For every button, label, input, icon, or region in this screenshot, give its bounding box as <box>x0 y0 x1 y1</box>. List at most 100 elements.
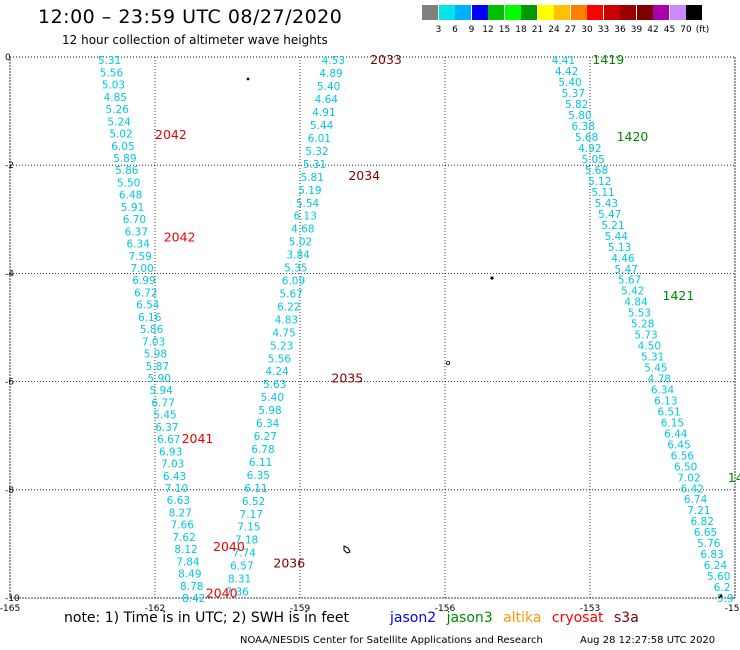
wave-height-value: 5.35 <box>284 263 307 275</box>
wave-height-value: 6.22 <box>277 301 300 313</box>
wave-height-value: 3.84 <box>286 250 310 262</box>
wave-height-value: 8.78 <box>180 581 203 593</box>
wave-height-value: 5.03 <box>102 80 125 92</box>
wave-height-value: 5.02 <box>109 129 132 141</box>
island-dot <box>490 276 494 280</box>
wave-height-value: 5.28 <box>631 319 654 331</box>
wave-height-value: 6.45 <box>667 439 690 451</box>
wave-height-value: 5.76 <box>697 538 721 550</box>
scale-swatch <box>603 5 620 20</box>
pass-time-label: 2034 <box>348 168 380 183</box>
scale-swatch <box>587 5 603 20</box>
page-title: 12:00 – 23:59 UTC 08/27/2020 <box>38 6 343 28</box>
island-outline <box>718 594 723 598</box>
wave-height-value: 5.89 <box>113 153 136 165</box>
wave-height-value: 5.31 <box>98 55 121 67</box>
island-dot <box>246 77 250 81</box>
scale-label: 24 <box>548 25 560 35</box>
wave-height-value: 5.54 <box>296 198 320 210</box>
y-tick-label: -8 <box>5 486 14 496</box>
pass-time-label: 1420 <box>617 129 649 144</box>
wave-height-value: 6.09 <box>282 276 305 288</box>
wave-height-value: 5.91 <box>121 202 144 214</box>
wave-height-value: 4.53 <box>322 55 345 67</box>
wave-height-value: 5.37 <box>562 88 585 100</box>
wave-height-value: 4.78 <box>648 374 671 386</box>
scale-swatch <box>669 5 686 20</box>
wave-height-value: 6.63 <box>167 495 190 507</box>
wave-height-value: 5.68 <box>575 132 598 144</box>
wave-height-value: 6.13 <box>654 395 677 407</box>
scale-swatch <box>504 5 521 20</box>
wave-height-value: 6.37 <box>155 422 178 434</box>
pass-time-label: 2040 <box>213 539 245 554</box>
wave-height-value: 6.57 <box>230 561 253 573</box>
wave-height-value: 5.87 <box>146 361 169 373</box>
island-outline <box>343 545 351 554</box>
wave-height-value: 5.26 <box>106 104 130 116</box>
scale-label: 42 <box>647 25 659 35</box>
wave-height-value: 5.82 <box>565 99 588 111</box>
scale-label: 9 <box>468 25 475 35</box>
scale-label: 36 <box>614 25 626 35</box>
wave-height-value: 5.50 <box>117 177 140 189</box>
wave-height-value: 5.81 <box>301 172 324 184</box>
wave-height-value: 5.32 <box>305 146 328 158</box>
wave-height-value: 5.40 <box>558 77 581 89</box>
page-subtitle: 12 hour collection of altimeter wave hei… <box>62 33 328 47</box>
satellite-legend: jason2 jason3 altika cryosat s3a <box>390 610 639 626</box>
track-right-pass: 4.414.425.405.375.825.806.385.684.925.05… <box>552 55 734 605</box>
wave-height-value: 6.67 <box>157 434 180 446</box>
wave-height-value: 6.34 <box>651 384 675 396</box>
scale-label: 45 <box>663 25 676 35</box>
pass-time-label: 2033 <box>370 52 402 67</box>
satellite-s3a: s3a <box>614 610 639 626</box>
wave-height-value: 5.31 <box>303 159 326 171</box>
scale-label: 27 <box>564 25 577 35</box>
wave-height-value: 6.70 <box>123 214 146 226</box>
wave-height-value: 5.86 <box>115 165 139 177</box>
x-tick-label: -162 <box>145 604 165 614</box>
wave-height-value: 4.46 <box>611 253 635 265</box>
satellite-altika: altika <box>503 610 542 626</box>
wave-height-value: 4.92 <box>578 143 601 155</box>
pass-time-label: 142 <box>728 470 740 485</box>
wave-height-value: 5.02 <box>289 237 312 249</box>
wave-height-value: 5.67 <box>618 275 641 287</box>
credit-line: NOAA/NESDIS Center for Satellite Applica… <box>240 635 543 646</box>
wave-height-value: 5.11 <box>591 187 614 199</box>
satellite-cryosat: cryosat <box>551 610 604 626</box>
scale-swatch <box>438 5 455 20</box>
wave-height-value: 8.31 <box>228 574 251 586</box>
wave-height-value: 6.38 <box>572 121 595 133</box>
scale-label: 70 <box>680 25 692 35</box>
scale-label: 12 <box>482 25 494 35</box>
wave-height-value: 6.24 <box>704 560 728 572</box>
wave-height-value: 5.56 <box>100 67 124 79</box>
wave-height-value: 7.17 <box>240 509 263 521</box>
wave-height-value: 5.44 <box>605 231 629 243</box>
wave-height-value: 5.73 <box>634 330 657 342</box>
y-tick-label: -2 <box>5 161 14 171</box>
scale-swatch <box>521 5 537 20</box>
wave-height-value: 4.42 <box>555 66 578 78</box>
wave-height-value: 4.68 <box>291 224 314 236</box>
scale-label: 21 <box>531 25 544 35</box>
wave-height-value: 6.65 <box>694 527 717 539</box>
wave-height-value: 6.93 <box>159 446 182 458</box>
wave-height-value: 7.15 <box>237 522 260 534</box>
scale-label: 6 <box>452 25 458 35</box>
x-tick-label: -150 <box>725 604 740 614</box>
wave-height-value: 5.45 <box>644 363 667 375</box>
scale-label: 30 <box>581 25 593 35</box>
wave-height-value: 4.75 <box>272 327 295 339</box>
wave-height-value: 6.99 <box>132 275 155 287</box>
x-tick-label: -159 <box>290 604 311 614</box>
wave-height-value: 7.02 <box>677 472 700 484</box>
wave-height-value: 5.80 <box>568 110 591 122</box>
scale-label: 39 <box>630 25 643 35</box>
wave-height-value: 6.56 <box>671 450 695 462</box>
wave-height-value: 5.43 <box>595 198 618 210</box>
wave-height-value: 5.40 <box>317 81 340 93</box>
wave-height-value: 6.44 <box>664 428 688 440</box>
